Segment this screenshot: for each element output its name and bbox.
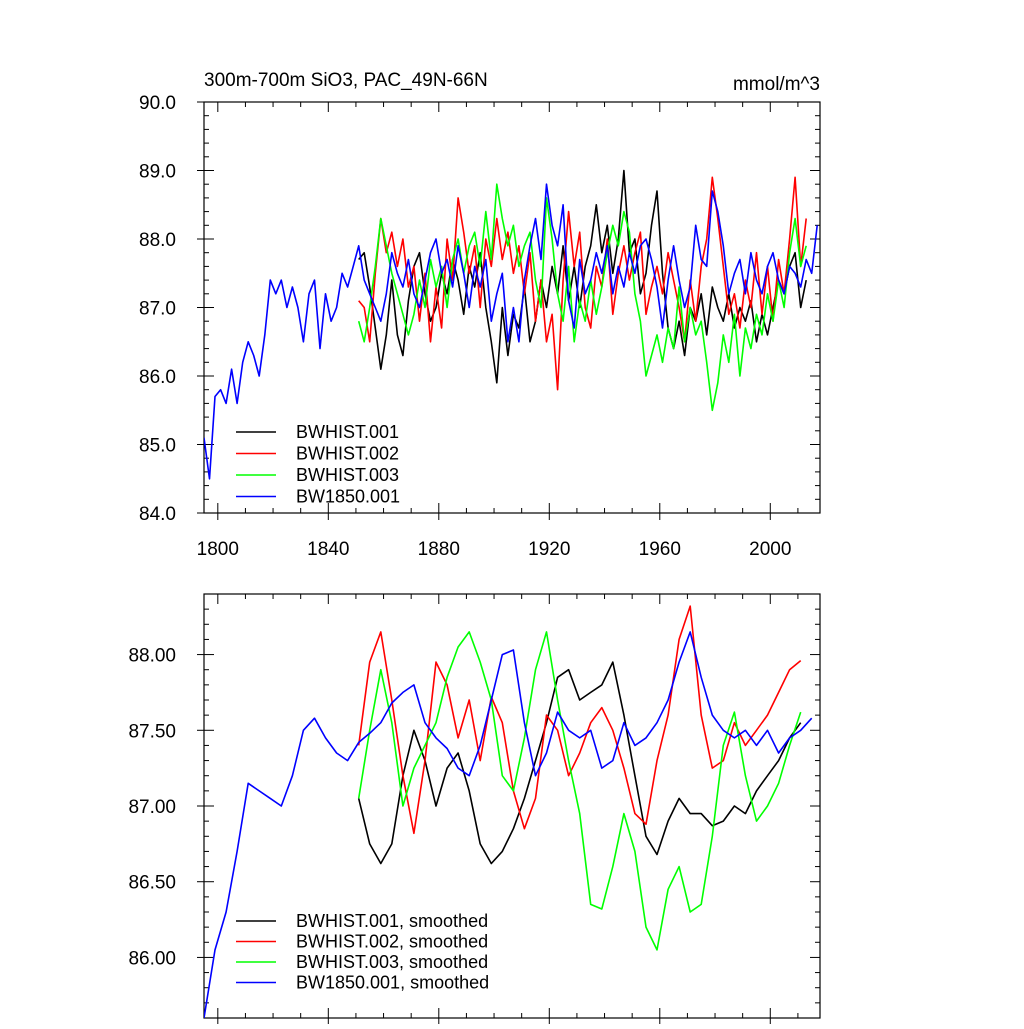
series-line-bwhist-003 — [357, 183, 807, 412]
legend-label: BWHIST.003, smoothed — [296, 952, 488, 972]
series-group — [204, 605, 813, 1018]
y-tick-label: 87.0 — [139, 299, 176, 320]
y-tick-label: 86.50 — [128, 873, 176, 894]
units-label: mmol/m^3 — [733, 74, 820, 95]
legend-label: BWHIST.001, smoothed — [296, 911, 488, 931]
chart-panel-1: 1800 1840 1880 1920 1960 2000 84.0 85.0 86.0 87.0… — [139, 70, 821, 560]
legend-label: BW1850.001, smoothed — [296, 973, 489, 993]
series-line-bwhist-002 — [358, 176, 807, 391]
x-tick-label: 1800 — [197, 539, 239, 560]
legend-label: BWHIST.003 — [296, 465, 399, 485]
y-tick-label: 90.0 — [139, 93, 176, 114]
series-line-bwhist-001-smoothed — [357, 661, 802, 865]
series-line-bw1850-001-smoothed — [204, 631, 813, 1018]
legend-label: BWHIST.002, smoothed — [296, 932, 488, 952]
y-tick-label: 87.00 — [128, 797, 176, 818]
y-tick-label: 86.0 — [139, 367, 176, 388]
y-tick-label: 88.00 — [128, 646, 176, 667]
x-tick-label: 1840 — [307, 539, 349, 560]
y-tick-label: 86.00 — [128, 948, 176, 969]
legend-label: BWHIST.002 — [296, 444, 399, 464]
series-line-bwhist-003-smoothed — [357, 631, 802, 951]
y-tick-label: 88.0 — [139, 230, 176, 251]
chart-title: 300m-700m SiO3, PAC_49N-66N — [204, 70, 488, 91]
legend-label: BW1850.001 — [296, 487, 400, 507]
series-line-bw1850-001 — [204, 183, 818, 480]
chart-panel-2: 86.00 86.50 87.00 87.50 88.00 BWHIST.001, smo… — [128, 593, 821, 1025]
y-tick-label: 84.0 — [139, 504, 176, 525]
x-tick-label: 1960 — [639, 539, 681, 560]
x-tick-label: 2000 — [749, 539, 791, 560]
x-tick-label: 1880 — [418, 539, 460, 560]
legend-label: BWHIST.001 — [296, 422, 399, 442]
y-tick-label: 87.50 — [128, 721, 176, 742]
y-tick-label: 89.0 — [139, 162, 176, 183]
x-tick-label: 1920 — [528, 539, 570, 560]
series-group — [204, 169, 818, 480]
series-line-bwhist-002-smoothed — [357, 605, 802, 835]
y-tick-label: 85.0 — [139, 436, 176, 457]
